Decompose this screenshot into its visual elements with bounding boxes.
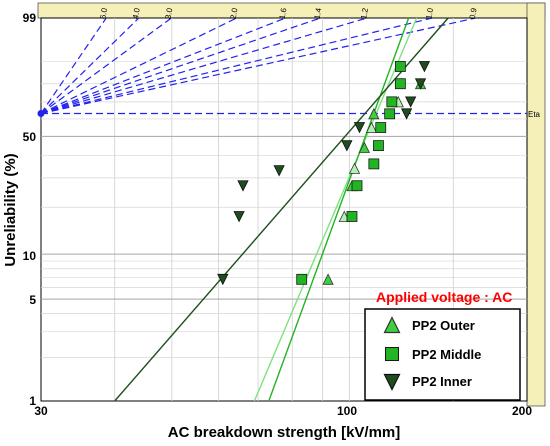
- slope-scale-line: [40, 17, 237, 115]
- legend: PP2 Outer PP2 Middle PP2 Inner: [364, 308, 521, 401]
- legend-label-middle: PP2 Middle: [412, 347, 481, 362]
- data-points: [217, 61, 431, 286]
- y-axis-title: Unreliability (%): [2, 153, 19, 266]
- slope-scale-line: [40, 17, 368, 115]
- data-point-pp2-inner: [414, 78, 427, 90]
- x-tick-label: 200: [512, 404, 532, 418]
- slope-scale-label: 1.6: [278, 7, 289, 20]
- slope-scale-label: 1.4: [313, 7, 324, 20]
- data-point-pp2-inner: [237, 180, 249, 192]
- slope-scale-label: 3.0: [164, 7, 175, 20]
- y-tick-label: 1: [29, 394, 36, 408]
- right-frame-band: [526, 2, 546, 407]
- data-point-pp2-inner: [233, 211, 245, 223]
- slope-scale-label: 0.9: [468, 7, 479, 20]
- y-tick-label: 50: [23, 130, 37, 144]
- y-tick-label: 10: [23, 249, 37, 263]
- slope-scale-line: [40, 17, 172, 114]
- legend-marker-outer: [383, 316, 401, 334]
- slope-scale-label: 4.0: [131, 7, 142, 20]
- legend-marker-middle: [384, 346, 400, 362]
- legend-label-inner: PP2 Inner: [412, 374, 472, 389]
- slope-scale-line: [40, 17, 476, 115]
- slope-scale-line: [40, 17, 107, 114]
- data-point-pp2-middle: [384, 108, 396, 120]
- weibull-slope-scale: 6.0 4.0 3.0 2.0 1.6 1.4 1.2 1.0 0.9: [37, 7, 527, 117]
- slope-scale-label: 1.0: [424, 7, 435, 20]
- data-point-pp2-outer: [358, 141, 371, 153]
- data-point-pp2-middle: [373, 140, 384, 152]
- data-point-pp2-inner: [405, 96, 417, 108]
- data-point-pp2-middle: [351, 180, 363, 192]
- data-point-pp2-inner: [273, 165, 285, 177]
- data-point-pp2-inner: [418, 61, 431, 73]
- applied-voltage-annotation: Applied voltage : AC: [376, 289, 512, 305]
- slope-scale-line: [40, 17, 321, 115]
- legend-label-outer: PP2 Outer: [412, 318, 475, 333]
- data-point-pp2-outer: [368, 107, 380, 120]
- slope-scale-label: 6.0: [98, 7, 109, 20]
- data-point-pp2-middle: [386, 96, 398, 108]
- fit-line: [253, 17, 418, 402]
- grid: [41, 18, 527, 401]
- data-point-pp2-inner: [217, 273, 229, 286]
- data-point-pp2-middle: [375, 122, 387, 133]
- data-point-pp2-middle: [394, 61, 406, 72]
- y-tick-label: 99: [23, 11, 37, 25]
- slope-scale-label: 1.2: [359, 7, 370, 20]
- x-axis-title: AC breakdown strength [kV/mm]: [168, 424, 401, 441]
- data-point-pp2-middle: [296, 273, 308, 285]
- x-tick-label: 30: [34, 404, 48, 418]
- legend-marker-inner: [383, 373, 401, 391]
- data-point-pp2-inner: [341, 140, 353, 152]
- data-point-pp2-inner: [353, 122, 366, 134]
- data-point-pp2-middle: [346, 211, 358, 222]
- data-point-pp2-outer: [365, 121, 378, 133]
- fit-line: [268, 17, 410, 402]
- slope-scale-origin: [37, 109, 45, 117]
- y-tick-label: 5: [29, 293, 36, 307]
- x-tick-label: 100: [337, 404, 357, 418]
- eta-label: Eta: [528, 110, 541, 119]
- data-point-pp2-inner: [400, 108, 413, 120]
- fit-line: [114, 17, 449, 402]
- slope-scale-label: 2.0: [229, 7, 240, 20]
- slope-scale-line: [40, 17, 140, 114]
- data-point-pp2-middle: [368, 158, 380, 170]
- fit-lines: [114, 17, 449, 402]
- slope-scale-line: [40, 17, 433, 115]
- data-point-pp2-outer: [348, 162, 361, 174]
- data-point-pp2-outer: [322, 273, 334, 285]
- data-point-pp2-middle: [394, 78, 406, 90]
